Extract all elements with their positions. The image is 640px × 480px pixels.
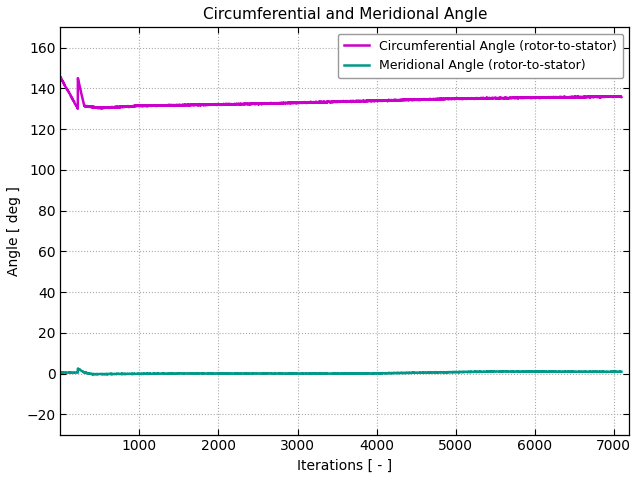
Circumferential Angle (rotor-to-stator) bbox=[618, 94, 625, 100]
Meridional Angle (rotor-to-stator) bbox=[204, 371, 211, 376]
Meridional Angle (rotor-to-stator) bbox=[108, 372, 115, 377]
Circumferential Angle (rotor-to-stator) bbox=[204, 102, 211, 108]
Meridional Angle (rotor-to-stator) bbox=[436, 370, 444, 375]
Circumferential Angle (rotor-to-stator) bbox=[328, 99, 336, 105]
Title: Circumferential and Meridional Angle: Circumferential and Meridional Angle bbox=[203, 7, 487, 22]
Circumferential Angle (rotor-to-stator) bbox=[57, 74, 65, 80]
Meridional Angle (rotor-to-stator) bbox=[57, 370, 65, 375]
Circumferential Angle (rotor-to-stator) bbox=[74, 106, 82, 112]
Circumferential Angle (rotor-to-stator) bbox=[436, 96, 444, 102]
Meridional Angle (rotor-to-stator) bbox=[74, 366, 82, 372]
Circumferential Angle (rotor-to-stator) bbox=[280, 100, 287, 106]
Legend: Circumferential Angle (rotor-to-stator), Meridional Angle (rotor-to-stator): Circumferential Angle (rotor-to-stator),… bbox=[338, 34, 623, 78]
Circumferential Angle (rotor-to-stator) bbox=[86, 104, 94, 110]
X-axis label: Iterations [ - ]: Iterations [ - ] bbox=[298, 459, 392, 473]
Meridional Angle (rotor-to-stator) bbox=[280, 371, 287, 376]
Meridional Angle (rotor-to-stator) bbox=[328, 371, 336, 376]
Y-axis label: Angle [ deg ]: Angle [ deg ] bbox=[7, 186, 21, 276]
Meridional Angle (rotor-to-stator) bbox=[618, 369, 625, 374]
Circumferential Angle (rotor-to-stator) bbox=[269, 100, 276, 106]
Meridional Angle (rotor-to-stator) bbox=[86, 371, 94, 377]
Line: Circumferential Angle (rotor-to-stator): Circumferential Angle (rotor-to-stator) bbox=[61, 77, 621, 109]
Meridional Angle (rotor-to-stator) bbox=[269, 371, 276, 376]
Circumferential Angle (rotor-to-stator) bbox=[57, 74, 65, 80]
Line: Meridional Angle (rotor-to-stator): Meridional Angle (rotor-to-stator) bbox=[61, 369, 621, 374]
